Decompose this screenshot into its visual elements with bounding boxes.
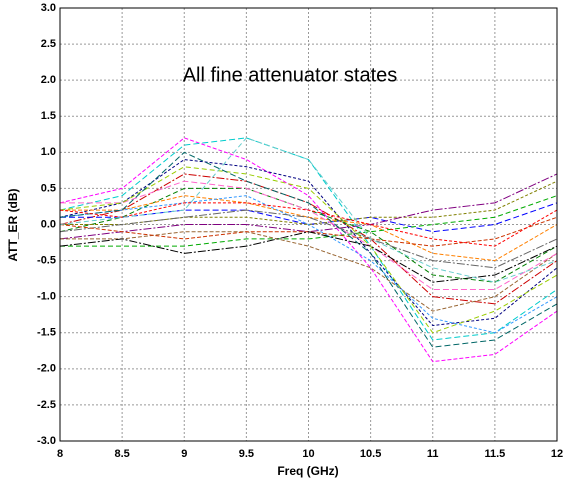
- series-line: [60, 195, 558, 247]
- y-tick-label: -1.5: [37, 327, 56, 339]
- y-tick-label: 1.0: [41, 146, 56, 158]
- x-tick-label: 8: [57, 448, 63, 460]
- series-line: [59, 166, 558, 334]
- y-tick-label: 2.5: [41, 38, 56, 50]
- x-tick-label: 9: [181, 448, 187, 460]
- series-line: [59, 195, 558, 334]
- x-tick-label: 10.5: [360, 448, 381, 460]
- series-line: [60, 180, 558, 226]
- series-line: [59, 137, 558, 341]
- y-tick-label: 1.5: [41, 110, 56, 122]
- y-tick-label: 3.0: [41, 2, 56, 14]
- series-line: [59, 151, 558, 348]
- x-tick-label: 8.5: [114, 448, 129, 460]
- y-tick-label: -0.5: [37, 254, 56, 266]
- y-tick-label: -2.5: [37, 399, 56, 411]
- y-tick-label: -1.0: [37, 291, 56, 303]
- series-line: [60, 231, 558, 312]
- y-tick-label: 2.0: [41, 74, 56, 86]
- series-line: [59, 231, 558, 283]
- series-line: [60, 195, 558, 262]
- x-tick-label: 12: [551, 448, 563, 460]
- y-tick-label: 0.5: [41, 182, 56, 194]
- x-axis-label: Freq (GHz): [277, 464, 338, 478]
- lines: [59, 137, 558, 363]
- y-tick-label: 0.0: [41, 218, 56, 230]
- x-tick-label: 10: [302, 448, 314, 460]
- plot-frame: [59, 7, 558, 442]
- x-tick-label: 9.5: [239, 448, 254, 460]
- y-axis-label: ATT_ER (dB): [6, 188, 20, 261]
- series-line: [59, 137, 558, 283]
- x-tick-label: 11: [427, 448, 439, 460]
- series-line: [59, 209, 558, 269]
- annotation: All fine attenuator states: [183, 64, 398, 86]
- series-line: [59, 137, 558, 363]
- y-tick-label: -2.0: [37, 363, 56, 375]
- x-tick-label: 11.5: [484, 448, 505, 460]
- y-tick-label: -3.0: [37, 435, 56, 447]
- series-line: [59, 159, 558, 327]
- series-line: [59, 202, 558, 247]
